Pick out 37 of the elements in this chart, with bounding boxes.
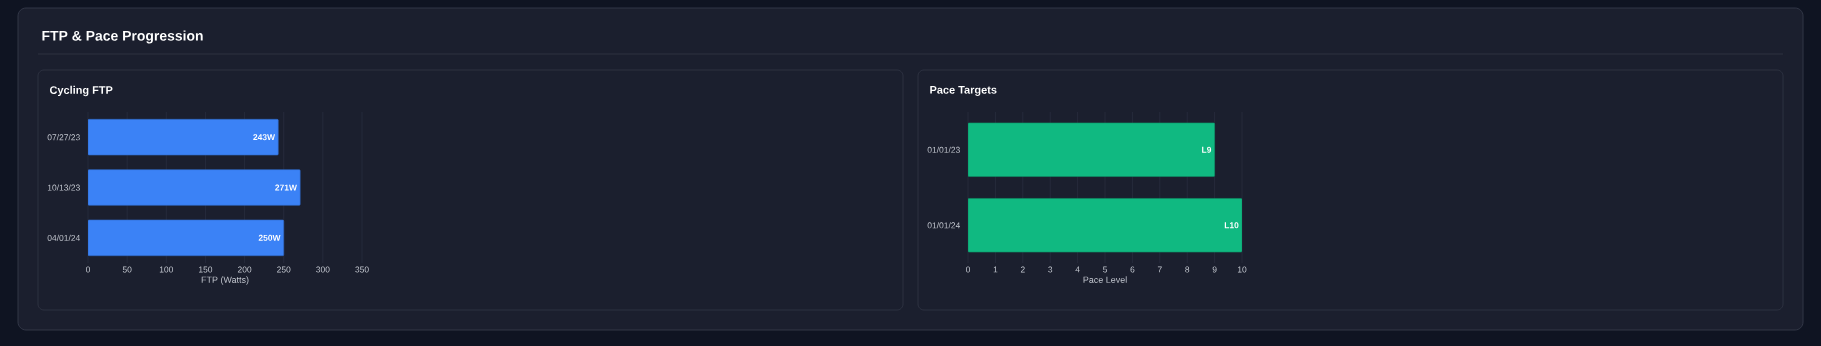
x-tick-label: 350	[355, 266, 369, 273]
chart-title: Cycling FTP	[49, 85, 113, 97]
x-tick-label: 300	[316, 266, 330, 273]
y-tick-label: 04/01/24	[47, 234, 80, 241]
data-label: L10	[1224, 222, 1239, 229]
x-tick-label: 200	[237, 266, 252, 273]
x-tick-label: 8	[1185, 266, 1190, 273]
y-tick-label: 01/01/23	[927, 146, 960, 153]
x-tick-label: 9	[1212, 266, 1217, 273]
data-label: 250W	[258, 234, 281, 241]
x-tick-label: 4	[1075, 266, 1080, 273]
x-tick-label: 150	[199, 266, 213, 273]
data-label: L9	[1202, 146, 1212, 153]
x-tick-label: 1	[993, 266, 998, 273]
bar	[88, 119, 279, 156]
x-tick-label: 100	[159, 266, 174, 273]
x-tick-label: 6	[1130, 266, 1135, 273]
bar	[88, 219, 285, 256]
x-axis-title: Pace Level	[1083, 276, 1127, 283]
y-tick-label: 07/27/23	[47, 134, 80, 141]
data-label: 271W	[275, 184, 297, 191]
chart-title: Pace Targets	[930, 86, 997, 96]
x-tick-label: 7	[1157, 266, 1162, 273]
data-label: 243W	[253, 134, 276, 141]
bar	[88, 169, 301, 206]
x-tick-label: 10	[1237, 266, 1247, 273]
x-tick-label: 0	[85, 266, 91, 273]
x-tick-label: 50	[122, 266, 132, 273]
text: FTP & Pace Progression	[42, 30, 203, 44]
x-tick-label: 3	[1048, 266, 1053, 273]
x-axis-title: FTP (Watts)	[201, 276, 249, 285]
y-tick-label: 10/13/23	[47, 184, 80, 191]
x-tick-label: 0	[966, 266, 971, 273]
x-tick-label: 5	[1103, 266, 1108, 273]
x-tick-label: 2	[1020, 266, 1025, 273]
x-tick-label: 250	[277, 266, 291, 273]
y-tick-label: 01/01/24	[927, 222, 960, 229]
